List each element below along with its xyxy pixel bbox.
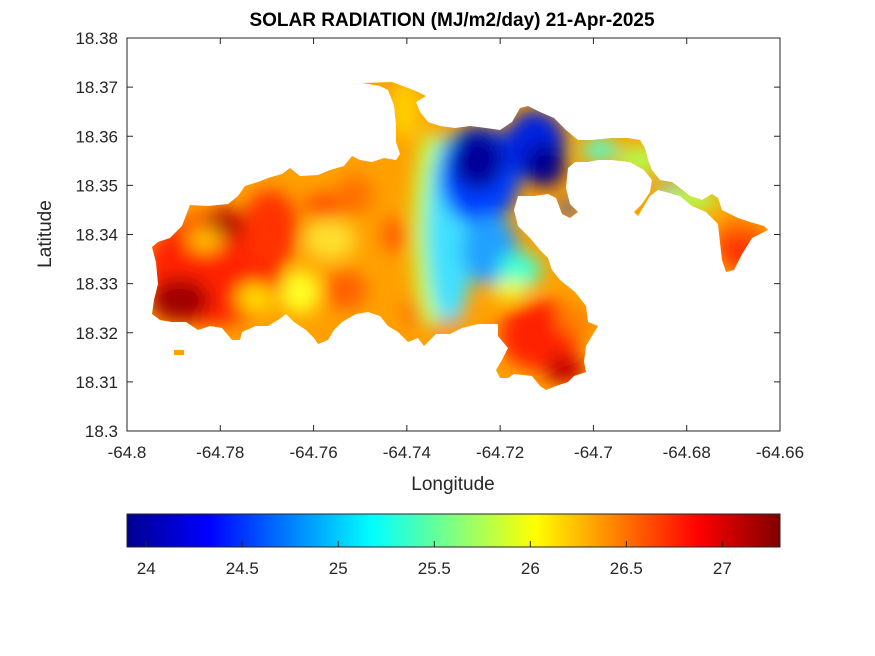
- blob-center-yellow2: [304, 220, 356, 260]
- colorbar: 24 24.5 25 25.5 26 26.5 27: [126, 513, 781, 578]
- colorbar-tick-label: 24.5: [226, 559, 259, 578]
- x-tick-label: -64.72: [476, 443, 524, 462]
- x-tick-label: -64.78: [196, 443, 244, 462]
- blob-center-red3: [381, 217, 409, 253]
- colorbar-ticks: 24 24.5 25 25.5 26 26.5 27: [137, 541, 732, 578]
- blob-center-red4: [323, 270, 367, 310]
- blob-se-orange: [557, 306, 593, 334]
- y-tick-label: 18.32: [75, 324, 118, 343]
- blob-west-red2: [242, 190, 298, 270]
- colorbar-tick-label: 26.5: [610, 559, 643, 578]
- plot-area: -64.8 -64.78 -64.76 -64.74 -64.72 -64.7 -64.68…: [75, 29, 804, 462]
- blob-cyan-south: [498, 252, 542, 288]
- blob-center-red2: [337, 175, 373, 215]
- x-tick-label: -64.8: [108, 443, 147, 462]
- blob-yellow-south: [492, 280, 528, 300]
- y-tick-label: 18.33: [75, 275, 118, 294]
- blob-center-red: [303, 193, 347, 217]
- colorbar-tick-label: 25: [329, 559, 348, 578]
- blob-darkblue2: [525, 143, 565, 187]
- y-tick-label: 18.36: [75, 127, 118, 146]
- y-tick-label: 18.34: [75, 226, 118, 245]
- y-tick-label: 18.3: [85, 422, 118, 441]
- colorbar-tick-label: 27: [713, 559, 732, 578]
- blob-west-yellow: [237, 284, 273, 312]
- blob-west-darkred: [152, 278, 210, 322]
- blob-north-stem: [390, 82, 420, 140]
- blob-center-yellow1: [280, 270, 320, 314]
- blob-tail-cyan: [582, 138, 618, 162]
- blob-west-orange: [187, 228, 223, 252]
- x-ticks: -64.8 -64.78 -64.76 -64.74 -64.72 -64.7 -64.68…: [108, 38, 804, 462]
- colorbar-gradient: [126, 513, 781, 548]
- y-tick-label: 18.38: [75, 29, 118, 48]
- y-tick-label: 18.35: [75, 176, 118, 195]
- blob-east-orange: [726, 220, 754, 236]
- x-tick-label: -64.66: [756, 443, 804, 462]
- colorbar-tick-label: 24: [137, 559, 156, 578]
- x-tick-label: -64.68: [663, 443, 711, 462]
- colorbar-tick-label: 25.5: [418, 559, 451, 578]
- chart-title: SOLAR RADIATION (MJ/m2/day) 21-Apr-2025: [249, 10, 654, 31]
- y-ticks: 18.3 18.31 18.32 18.33 18.34 18.35 18.36 18.37 1…: [75, 29, 780, 441]
- x-tick-label: -64.76: [289, 443, 337, 462]
- y-tick-label: 18.37: [75, 78, 118, 97]
- colorbar-tick-label: 26: [521, 559, 540, 578]
- x-tick-label: -64.7: [574, 443, 613, 462]
- y-axis-label: Latitude: [35, 200, 56, 268]
- field-blobs: [152, 82, 762, 384]
- blob-tail-cyan2: [658, 182, 678, 194]
- x-axis-label: Longitude: [411, 474, 494, 495]
- x-tick-label: -64.74: [383, 443, 431, 462]
- blob-darkblue1: [452, 130, 504, 190]
- y-tick-label: 18.31: [75, 373, 118, 392]
